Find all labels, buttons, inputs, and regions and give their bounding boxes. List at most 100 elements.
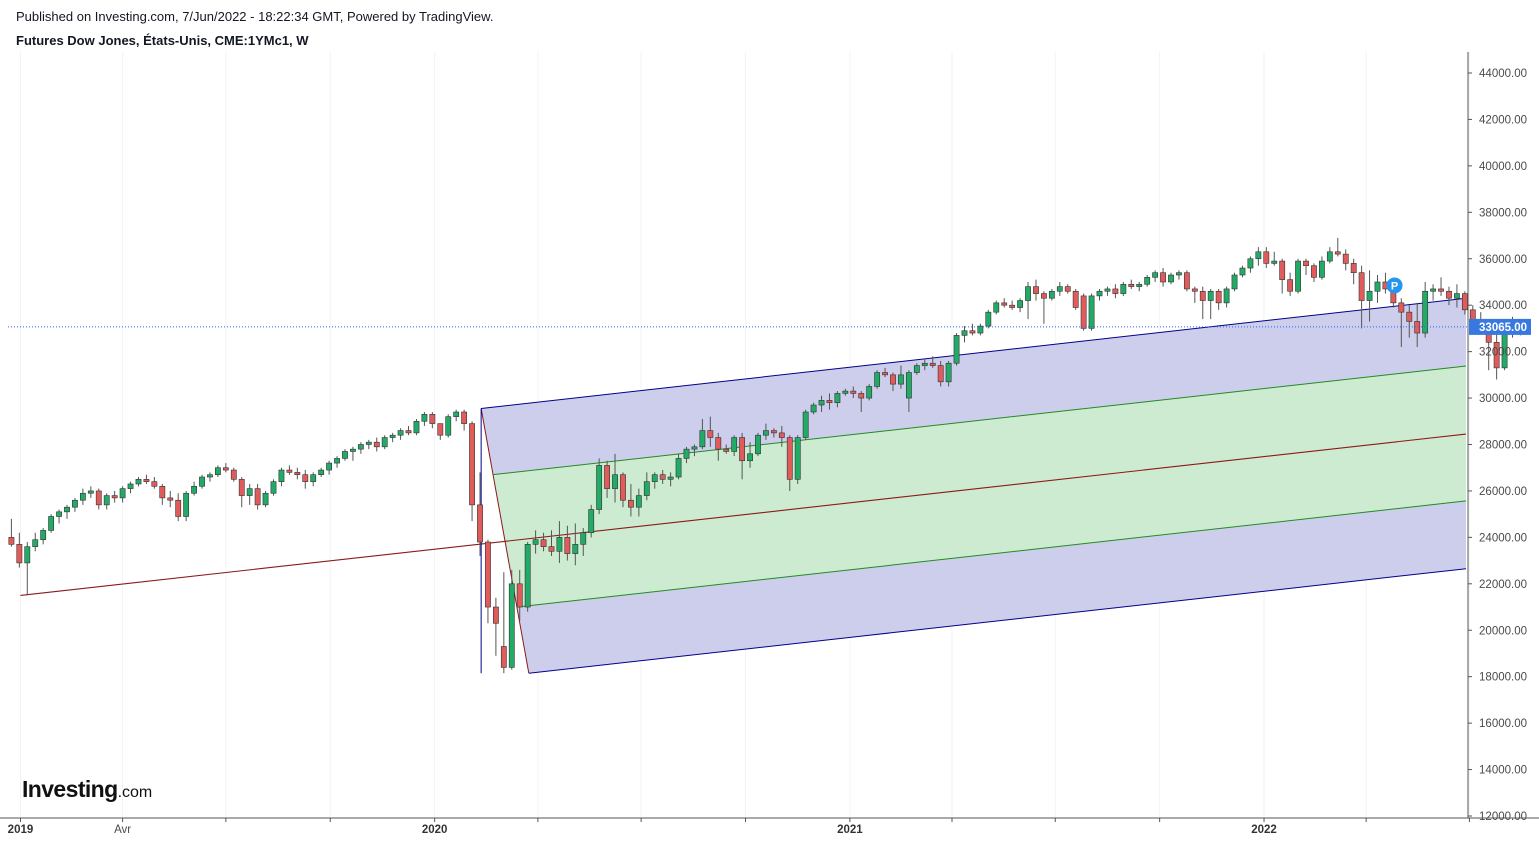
candle xyxy=(246,483,253,505)
candle xyxy=(1041,291,1047,324)
candle-body xyxy=(850,390,857,394)
candle-body xyxy=(1255,251,1262,260)
candle-body xyxy=(890,374,896,385)
candle xyxy=(532,530,539,554)
candle xyxy=(334,456,340,468)
candle xyxy=(159,483,166,505)
last-price-badge xyxy=(1469,318,1531,335)
candle-body xyxy=(1446,290,1452,299)
candle xyxy=(1009,300,1016,310)
candle-body xyxy=(1207,290,1214,301)
candle xyxy=(731,435,738,457)
candle xyxy=(659,470,666,484)
candle xyxy=(1025,281,1031,320)
candle xyxy=(969,323,976,336)
candle xyxy=(723,444,730,454)
candle-body xyxy=(628,499,634,508)
pitchfork-upper-line xyxy=(481,297,1467,410)
candle-body xyxy=(1072,290,1079,308)
candle xyxy=(485,539,491,624)
candle-body xyxy=(818,400,825,406)
candle xyxy=(1144,275,1151,287)
candle xyxy=(469,421,475,522)
candle xyxy=(842,388,849,396)
candle xyxy=(635,488,642,517)
x-axis[interactable]: 2019 Avr 2020 2021 2022 xyxy=(0,817,1539,836)
candle-body xyxy=(548,546,555,552)
candle xyxy=(1088,293,1095,331)
candle-body xyxy=(1287,279,1294,292)
candle-body xyxy=(365,441,372,445)
candle xyxy=(1430,284,1436,301)
candle-body xyxy=(1414,321,1421,334)
candle-body xyxy=(405,430,412,434)
y-tick-label: 42000.00 xyxy=(1479,114,1527,126)
candle xyxy=(64,504,70,519)
candle xyxy=(1120,281,1127,296)
candle-body xyxy=(921,362,928,366)
candle-body xyxy=(1231,274,1238,290)
candle xyxy=(1255,247,1262,266)
candle xyxy=(1263,247,1270,269)
candle-body xyxy=(683,448,690,459)
candle-body xyxy=(858,393,865,399)
candle-body xyxy=(731,437,738,452)
candle xyxy=(1207,288,1214,320)
candle-body xyxy=(1358,272,1365,301)
candle-body xyxy=(763,430,769,436)
candle xyxy=(1239,265,1246,278)
marker-badge xyxy=(1386,277,1403,294)
candle-body xyxy=(461,411,468,424)
candle xyxy=(1350,258,1357,285)
candle xyxy=(492,597,499,656)
candle xyxy=(95,488,102,510)
candle xyxy=(151,477,158,489)
candle xyxy=(1398,298,1405,347)
candle-body xyxy=(651,474,658,482)
candle-body xyxy=(770,430,777,434)
candle xyxy=(1271,251,1278,266)
candle-body xyxy=(1350,263,1357,273)
candle-body xyxy=(1160,272,1166,283)
candle xyxy=(1454,284,1460,308)
candle-body xyxy=(32,539,39,547)
pitchfork-lower-line xyxy=(528,568,1467,674)
candle-body xyxy=(604,465,610,489)
candle xyxy=(755,432,761,457)
candle-body xyxy=(802,411,809,438)
candle-body xyxy=(1311,265,1317,278)
candle xyxy=(945,360,952,387)
candle-body xyxy=(1326,251,1333,262)
candle xyxy=(127,481,134,494)
candle xyxy=(1160,268,1166,287)
candle xyxy=(32,532,39,552)
candle xyxy=(429,411,436,429)
candle xyxy=(318,467,325,478)
candle-body xyxy=(413,420,420,434)
candle-body xyxy=(810,404,817,413)
candle-body xyxy=(747,453,753,462)
candle-body xyxy=(1064,286,1071,292)
candle xyxy=(818,395,825,412)
candle xyxy=(397,428,404,440)
candle xyxy=(596,458,603,515)
candle-body xyxy=(1033,286,1039,294)
candle xyxy=(72,497,78,512)
candle xyxy=(810,402,817,415)
candle xyxy=(858,391,865,412)
candle xyxy=(1152,270,1159,282)
candle xyxy=(1223,286,1230,308)
candle-body xyxy=(707,430,714,438)
candle xyxy=(667,472,674,487)
candle-body xyxy=(87,490,94,494)
logo-domain-text: .com xyxy=(117,784,153,801)
candle-body xyxy=(294,472,301,475)
pitchfork-inner-lower-line xyxy=(516,500,1467,608)
x-tick-label: 2022 xyxy=(1251,824,1277,836)
y-axis[interactable]: 44000.00 42000.00 40000.00 38000.00 36000.00… xyxy=(1467,52,1531,823)
candle xyxy=(953,333,960,366)
candle-body xyxy=(977,325,984,334)
pitchfork-tool[interactable] xyxy=(20,297,1467,674)
candle xyxy=(1056,281,1063,296)
